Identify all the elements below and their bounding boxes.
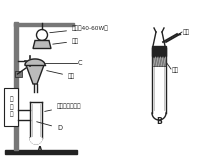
Bar — [5, 150, 77, 154]
Text: D: D — [37, 122, 62, 131]
Polygon shape — [152, 113, 166, 120]
Text: 漏斗: 漏斗 — [47, 71, 75, 79]
Text: 电灯（40-60W）: 电灯（40-60W） — [50, 25, 109, 33]
Polygon shape — [25, 59, 45, 65]
Polygon shape — [26, 65, 44, 84]
Text: 吸气: 吸气 — [183, 29, 190, 35]
Text: 灯罩: 灯罩 — [53, 38, 79, 44]
Text: 铁
架
台: 铁 架 台 — [9, 97, 13, 117]
Bar — [14, 22, 18, 150]
Bar — [15, 71, 22, 77]
Text: 试管（或烧杠）: 试管（或烧杠） — [45, 103, 81, 111]
Polygon shape — [30, 138, 42, 144]
Bar — [152, 46, 166, 56]
Bar — [152, 57, 166, 66]
Bar — [4, 88, 18, 126]
Text: 纱布: 纱布 — [172, 67, 179, 73]
Bar — [14, 22, 74, 26]
Polygon shape — [33, 40, 51, 49]
Text: A: A — [37, 146, 43, 155]
Text: B: B — [156, 117, 162, 126]
Text: C: C — [78, 60, 83, 66]
